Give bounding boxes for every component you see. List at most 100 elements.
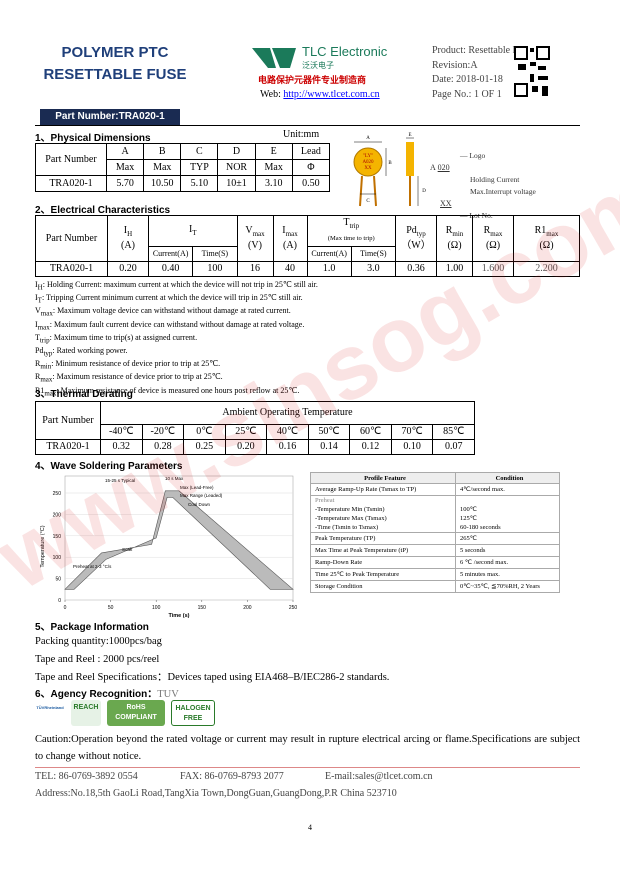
logo-text: HALOGEN — [175, 705, 211, 712]
logo-text: RoHS — [126, 704, 146, 711]
y-tick-label: 100 — [53, 555, 62, 561]
subscript: max — [37, 323, 50, 332]
slogan: 电路保护元器件专业制造商 — [258, 76, 367, 86]
note-text: : Maximum voltage device can withstand w… — [52, 306, 291, 316]
y-tick-label: 250 — [53, 491, 62, 497]
title-line: POLYMER PTC — [61, 44, 169, 61]
cell: 5 minutes max. — [455, 568, 560, 581]
note-text: : Maximum resistance of device prior to … — [52, 372, 223, 382]
y-tick-label: 150 — [53, 534, 62, 540]
mark: 020 — [437, 163, 450, 172]
cell: Max Time at Peak Temperature (tP) — [310, 544, 456, 557]
symbol: I — [188, 223, 193, 235]
condition-line: 4℃/second max. — [460, 486, 505, 493]
subscript: min — [452, 230, 464, 238]
symbol: I — [282, 225, 286, 236]
profile-band — [64, 490, 294, 590]
symbol: I — [35, 319, 38, 329]
dim-label: B — [388, 161, 392, 166]
feature-line: -Temperature Min (Tsmin) — [315, 506, 385, 513]
package-info: Packing quantity:1000pcs/bag Tape and Ree… — [35, 633, 389, 687]
agency-logo: REACH — [71, 700, 101, 726]
row: Part Number Ambient Operating Temperature — [35, 401, 475, 440]
cell: Time 25℃ to Peak Temperature — [310, 568, 456, 581]
symbol: I — [123, 225, 128, 236]
note: IH: Holding Current: maximum current at … — [35, 280, 318, 293]
company-name: TLC Electronic — [302, 44, 388, 59]
company-cn: 泛沃电子 — [302, 61, 334, 70]
cell: TRA020-1 — [35, 439, 101, 455]
symbol: T — [343, 217, 350, 228]
web-label: Web: — [260, 89, 281, 100]
page-number: 4 — [308, 823, 312, 832]
cell: 5.10 — [180, 175, 219, 192]
info: Product: Resettable Fuse — [432, 45, 532, 56]
cell: 0.12 — [349, 439, 392, 455]
cell: Profile Feature — [310, 472, 456, 484]
package-line: Tape and Reel Specifications：Devices tap… — [35, 672, 390, 683]
cell: Average Ramp-Up Rate (Tsmax to TP) — [310, 483, 456, 496]
cell: 0.20 — [107, 261, 149, 277]
doc-title: POLYMER PTC RESETTABLE FUSE — [40, 42, 190, 86]
legend-row: Holding Current — [430, 174, 536, 186]
condition-line: 125℃ — [460, 515, 478, 522]
cell: E — [254, 143, 293, 160]
annotation: Soak — [122, 547, 133, 552]
doc-info: Product: Resettable Fuse Revision:A Date: … — [432, 44, 531, 102]
cell: Peak Temperature (TP) — [310, 532, 456, 545]
condition-line: 6 ℃ /second max. — [460, 559, 509, 566]
note: (Max time to trip) — [327, 235, 375, 242]
cell: 5.70 — [105, 175, 145, 192]
annotation: Cool Down — [188, 502, 211, 507]
unit: (Ω) — [447, 240, 462, 251]
row: Average Ramp-Up Rate (Tsmax to TP) 4℃/sec… — [310, 483, 560, 496]
note-text: : Maximum time to trip(s) at assigned cu… — [49, 332, 198, 342]
cell: Φ — [291, 159, 331, 176]
cell: Part Number — [35, 143, 107, 176]
info: Page No.: 1 OF 1 — [432, 88, 502, 100]
cell: Part Number — [35, 401, 101, 440]
cell: Time(S) — [350, 246, 397, 262]
cell: TYP — [180, 159, 219, 176]
agency-logo: TÜVRheinland — [35, 700, 65, 726]
cell: Ramp-Down Rate — [310, 556, 456, 569]
cell: 70℃ — [390, 424, 434, 440]
mark: A — [430, 163, 436, 172]
cell: Ttrip (Max time to trip) — [306, 215, 396, 247]
agency-value: TUV — [157, 689, 179, 700]
annotation: 10 s Max — [165, 476, 184, 481]
subscript: H — [37, 283, 43, 292]
cell: Current(A) — [306, 246, 352, 262]
unit: （W） — [401, 240, 431, 251]
subscript: typ — [43, 349, 53, 358]
web-link[interactable]: http://www.tlcet.com.cn — [283, 89, 380, 100]
logo-text: FREE — [183, 715, 203, 722]
unit: (V) — [248, 240, 262, 251]
row: Part Number A B C D E Lead — [35, 143, 331, 176]
subscript: max — [546, 230, 559, 238]
subscript: T — [192, 228, 197, 237]
note-text: : Rated working power. — [52, 345, 128, 355]
cell: 3.0 — [350, 261, 397, 277]
solder-profile-chart: 0 50 100 150 200 250 0 50 100 150 200 250 Temperatur… — [40, 475, 297, 618]
annotation: Max Range (Leaded) — [180, 493, 223, 498]
feature-line: Ramp-Down Rate — [315, 559, 363, 566]
x-tick-label: 200 — [243, 605, 252, 611]
unit: (Ω) — [539, 240, 554, 251]
feature-line: Preheat — [315, 497, 335, 504]
cell: 0℃~35℃, ≦70%RH, 2 Years — [455, 580, 560, 593]
symbol: I — [35, 280, 38, 289]
symbol: R1 — [534, 225, 547, 236]
subscript: min — [40, 362, 52, 371]
annotation: Max (Lead-Free) — [180, 485, 214, 490]
note-text: : Maximum resistance of device is measur… — [56, 385, 300, 395]
cell: Condition — [455, 472, 560, 484]
web: Web: http://www.tlcet.com.cn — [260, 89, 380, 100]
legend: Holding Current — [470, 175, 520, 184]
subscript: typ — [416, 230, 426, 238]
section-title: 2、Electrical Characteristics — [35, 205, 171, 216]
unit: (A) — [283, 240, 297, 251]
cell: Rmax (Ω) — [472, 215, 514, 262]
cell: 3.10 — [254, 175, 293, 192]
cell: 10±1 — [217, 175, 256, 192]
